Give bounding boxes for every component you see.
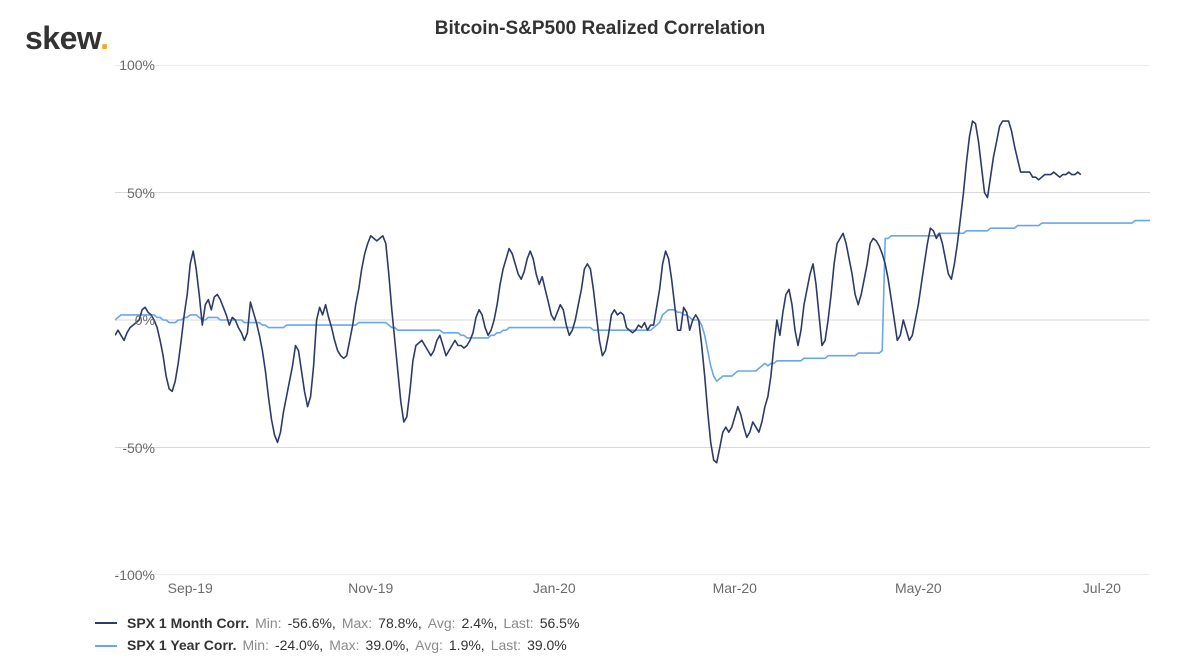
legend-stat-label: Last:: [491, 634, 521, 656]
chart-frame: skew. Bitcoin-S&P500 Realized Correlatio…: [0, 0, 1200, 670]
y-tick-label: 0%: [105, 312, 155, 328]
x-tick-label: Jul-20: [1083, 580, 1121, 596]
legend-stat-label: Avg:: [428, 612, 456, 634]
legend-swatch: [95, 645, 117, 647]
legend-stat-value: 1.9%,: [449, 634, 485, 656]
legend-series-name: SPX 1 Year Corr.: [127, 634, 236, 656]
legend-series-name: SPX 1 Month Corr.: [127, 612, 249, 634]
legend-swatch: [95, 622, 117, 624]
x-tick-label: Sep-19: [168, 580, 213, 596]
legend-stat-value: -24.0%,: [275, 634, 323, 656]
legend: SPX 1 Month Corr. Min: -56.6%, Max: 78.8…: [95, 612, 579, 657]
legend-stat-value: 56.5%: [540, 612, 580, 634]
y-tick-label: -100%: [105, 567, 155, 583]
legend-stat-value: 2.4%,: [462, 612, 498, 634]
x-tick-label: May-20: [895, 580, 942, 596]
legend-stat-label: Avg:: [415, 634, 443, 656]
chart-title: Bitcoin-S&P500 Realized Correlation: [0, 18, 1200, 40]
legend-stat-label: Last:: [503, 612, 533, 634]
plot-area: [115, 65, 1150, 575]
legend-stat-label: Max:: [329, 634, 359, 656]
y-tick-label: 100%: [105, 57, 155, 73]
legend-stat-value: 39.0%,: [366, 634, 410, 656]
legend-stat-label: Max:: [342, 612, 372, 634]
legend-stat-value: -56.6%,: [288, 612, 336, 634]
x-tick-label: Nov-19: [348, 580, 393, 596]
y-tick-label: -50%: [105, 440, 155, 456]
legend-stat-label: Min:: [255, 612, 281, 634]
x-tick-label: Mar-20: [713, 580, 757, 596]
legend-row: SPX 1 Month Corr. Min: -56.6%, Max: 78.8…: [95, 612, 579, 634]
legend-stat-value: 39.0%: [527, 634, 567, 656]
legend-stat-value: 78.8%,: [378, 612, 422, 634]
y-tick-label: 50%: [105, 185, 155, 201]
legend-row: SPX 1 Year Corr. Min: -24.0%, Max: 39.0%…: [95, 634, 579, 656]
x-tick-label: Jan-20: [533, 580, 576, 596]
legend-stat-label: Min:: [242, 634, 268, 656]
